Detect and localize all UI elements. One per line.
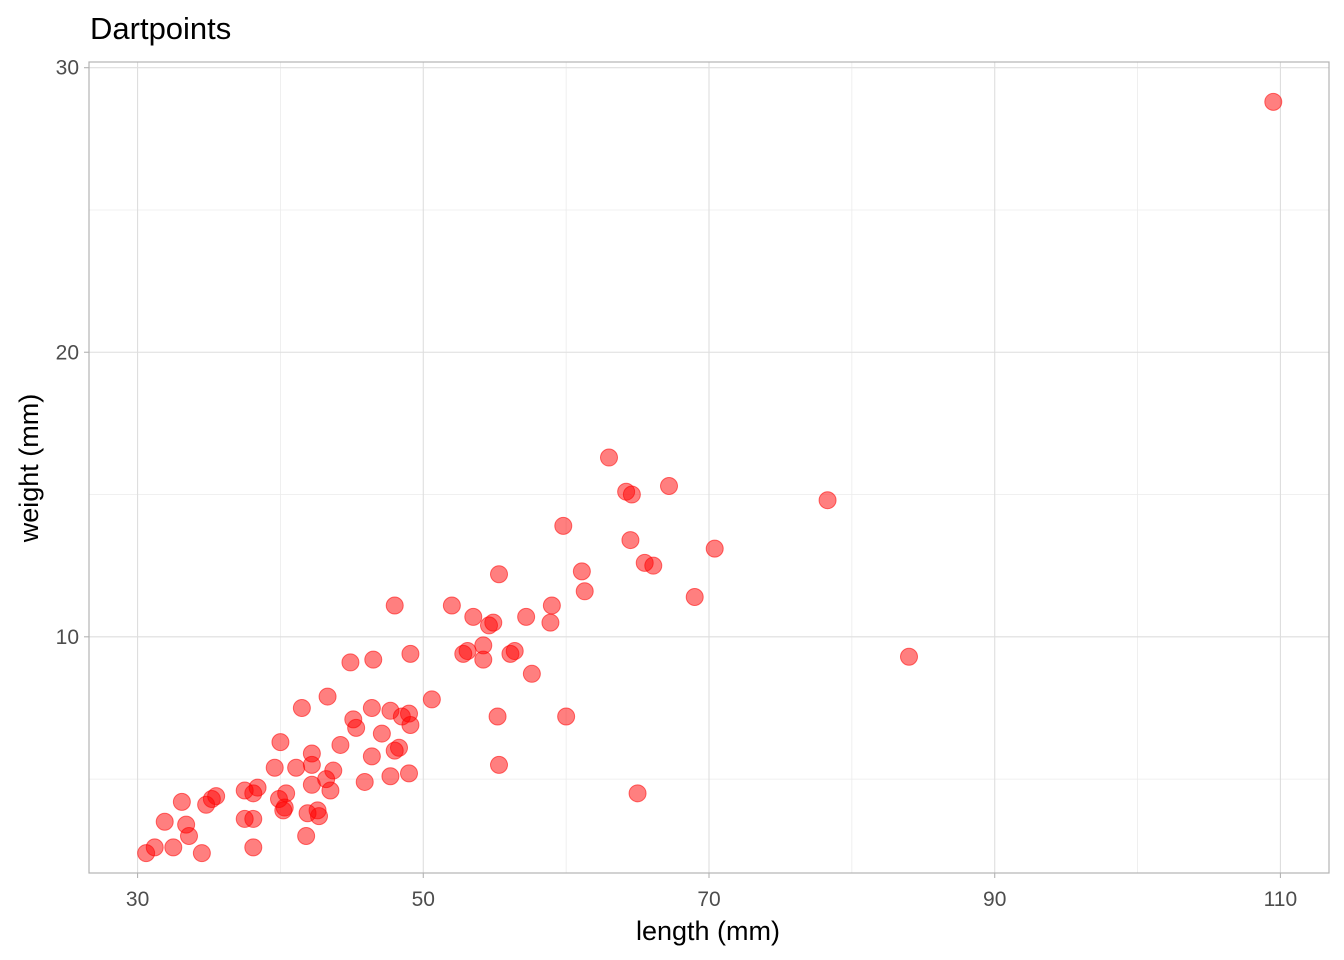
data-points [137, 92, 1283, 863]
data-point [235, 809, 254, 828]
data-point [385, 741, 404, 760]
grid-lines [89, 62, 1329, 873]
data-point [265, 758, 284, 777]
data-point [381, 701, 400, 720]
data-point [302, 755, 321, 774]
data-point [635, 553, 654, 572]
axis-ticks: 30 50 70 90 110 10 20 30 [56, 57, 1298, 911]
data-point [557, 707, 576, 726]
x-tick-label: 90 [983, 888, 1006, 911]
data-point [1264, 92, 1283, 111]
data-point [362, 747, 381, 766]
data-point [464, 607, 483, 626]
data-point [621, 531, 640, 550]
data-point [575, 582, 594, 601]
x-tick-label: 30 [126, 888, 149, 911]
data-point [385, 596, 404, 615]
data-point [372, 724, 391, 743]
data-point [628, 784, 647, 803]
data-point [341, 653, 360, 672]
data-point [554, 516, 573, 535]
data-point [137, 844, 156, 863]
data-point [192, 844, 211, 863]
data-point [297, 827, 316, 846]
data-point [474, 650, 493, 669]
data-point [292, 698, 311, 717]
data-point [401, 644, 420, 663]
data-point [454, 644, 473, 663]
y-tick-label: 10 [56, 626, 79, 649]
data-point [541, 613, 560, 632]
data-point [318, 687, 337, 706]
data-point [572, 562, 591, 581]
y-axis-title: weight (mm) [14, 394, 44, 544]
x-axis-title: length (mm) [636, 916, 780, 946]
chart-title: Dartpoints [90, 11, 232, 46]
x-tick-label: 50 [412, 888, 435, 911]
data-point [177, 815, 196, 834]
data-point [422, 690, 441, 709]
x-tick-label: 70 [697, 888, 720, 911]
data-point [287, 758, 306, 777]
data-point [442, 596, 461, 615]
data-point [164, 838, 183, 857]
data-point [355, 772, 374, 791]
data-point [271, 733, 290, 752]
data-point [302, 775, 321, 794]
data-point [660, 476, 678, 495]
data-point [235, 781, 254, 800]
data-point [490, 755, 508, 774]
y-tick-label: 20 [56, 341, 79, 364]
data-point [197, 795, 216, 814]
data-point [617, 482, 636, 501]
data-point [298, 804, 317, 823]
data-point [480, 616, 498, 635]
data-point [517, 607, 536, 626]
data-point [490, 565, 508, 584]
data-point [381, 767, 400, 786]
data-point [400, 764, 418, 783]
data-point [818, 491, 837, 510]
data-point [244, 838, 263, 857]
data-point [364, 650, 383, 669]
data-point [501, 644, 520, 663]
data-point [270, 790, 288, 809]
data-point [172, 792, 191, 811]
data-point [900, 647, 918, 666]
data-point [344, 710, 363, 729]
data-point [685, 587, 704, 606]
data-point [522, 664, 541, 683]
y-tick-label: 30 [56, 57, 79, 80]
data-point [542, 596, 561, 615]
data-point [600, 448, 618, 467]
x-tick-label: 110 [1264, 888, 1297, 911]
data-point [705, 539, 724, 558]
data-point [331, 735, 350, 754]
data-point [488, 707, 507, 726]
data-point [155, 812, 174, 831]
data-point [362, 698, 381, 717]
